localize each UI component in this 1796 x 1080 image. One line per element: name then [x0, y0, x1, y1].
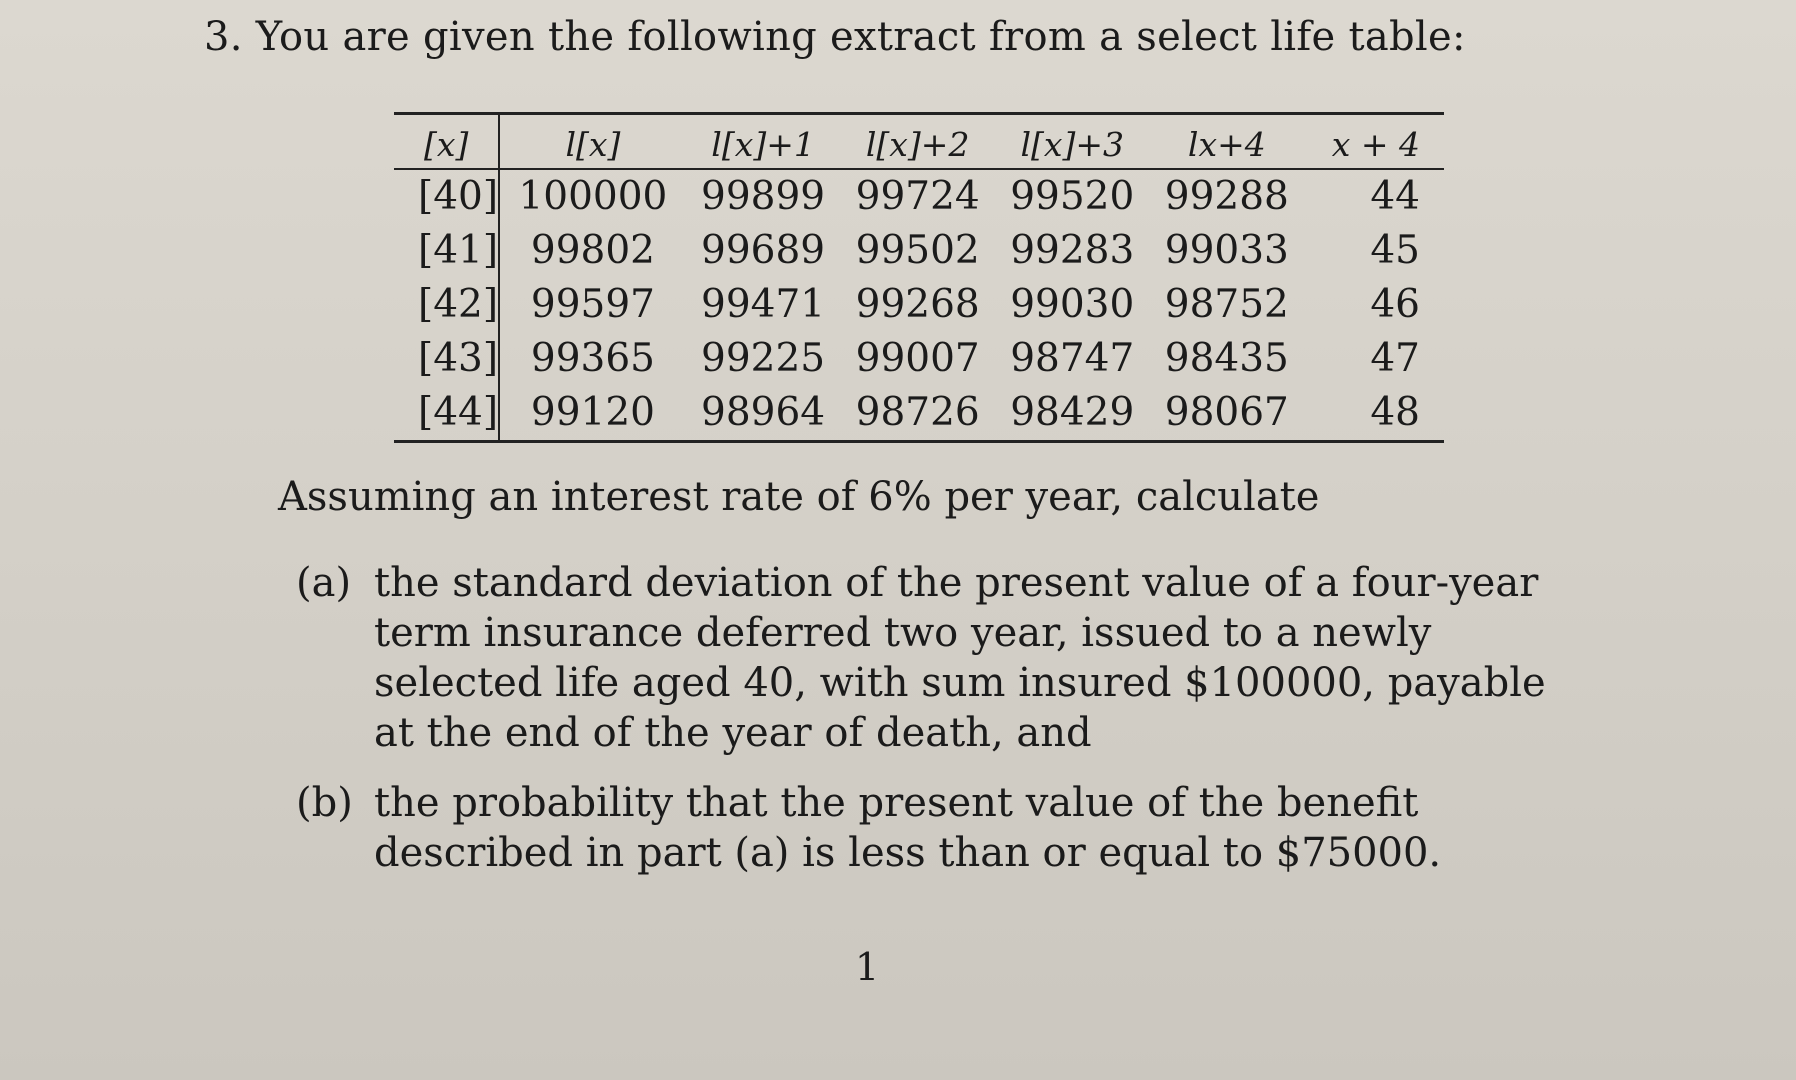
- question-title: 3. You are given the following extract f…: [204, 14, 1466, 60]
- table-cell: 99724: [855, 174, 980, 219]
- table-cell: 47: [1370, 336, 1420, 381]
- table-cell: 99597: [530, 282, 655, 327]
- table-cell: 99502: [855, 228, 980, 273]
- table-cell: 98435: [1164, 336, 1289, 381]
- table-cell: 99030: [1010, 282, 1135, 327]
- table-cell: 99283: [1010, 228, 1135, 273]
- table-cell: 98067: [1164, 390, 1289, 435]
- table-cell: [41]: [394, 224, 501, 278]
- table-cell: 99689: [701, 228, 826, 273]
- table-cell: 99520: [1010, 174, 1135, 219]
- part-text: the standard deviation of the present va…: [374, 560, 1546, 756]
- table-cell: 98964: [701, 390, 826, 435]
- table-cell: 99033: [1164, 228, 1289, 273]
- table-cell: 99365: [530, 336, 655, 381]
- table-cell: 99120: [530, 390, 655, 435]
- header-l-x-plus-2: l[x]+2: [865, 125, 970, 164]
- table-row: [44] 99120 98964 98726 98429 98067 48: [394, 386, 1444, 442]
- table-row: [40] 100000 99899 99724 99520 99288 44: [394, 169, 1444, 224]
- header-age-x-plus-4: x + 4: [1331, 125, 1420, 164]
- question-part-b: (b) the probability that the present val…: [296, 778, 1586, 878]
- table-cell: 98747: [1010, 336, 1135, 381]
- header-select-age: [x]: [394, 113, 501, 169]
- table-row: [43] 99365 99225 99007 98747 98435 47: [394, 332, 1444, 386]
- table-cell: 99802: [530, 228, 655, 273]
- table-cell: 99007: [855, 336, 980, 381]
- table-cell: 100000: [518, 174, 668, 219]
- table-cell: 99471: [701, 282, 826, 327]
- table-cell: 99288: [1164, 174, 1289, 219]
- table-cell: [40]: [394, 169, 501, 224]
- instruction-text: Assuming an interest rate of 6% per year…: [278, 474, 1320, 520]
- table-cell: 45: [1370, 228, 1420, 273]
- table-row: [41] 99802 99689 99502 99283 99033 45: [394, 224, 1444, 278]
- header-l-x: l[x]: [565, 125, 621, 164]
- table-cell: [43]: [394, 332, 501, 386]
- table-header-row: [x] l[x] l[x]+1 l[x]+2 l[x]+3 lx+4 x + 4: [394, 113, 1444, 169]
- question-part-a: (a) the standard deviation of the presen…: [296, 558, 1586, 758]
- table-cell: 99225: [701, 336, 826, 381]
- table-cell: [44]: [394, 386, 501, 442]
- table-cell: 46: [1370, 282, 1420, 327]
- page-number: 1: [855, 945, 880, 989]
- table-cell: 48: [1370, 390, 1420, 435]
- table-cell: [42]: [394, 278, 501, 332]
- table-cell: 44: [1370, 174, 1420, 219]
- part-label: (a): [296, 560, 352, 606]
- table-cell: 99899: [701, 174, 826, 219]
- table-cell: 98429: [1010, 390, 1135, 435]
- part-text: the probability that the present value o…: [374, 780, 1442, 876]
- header-l-x-plus-4: lx+4: [1187, 125, 1266, 164]
- select-life-table: [x] l[x] l[x]+1 l[x]+2 l[x]+3 lx+4 x + 4…: [394, 112, 1444, 443]
- table-cell: 98752: [1164, 282, 1289, 327]
- table-row: [42] 99597 99471 99268 99030 98752 46: [394, 278, 1444, 332]
- table-cell: 98726: [855, 390, 980, 435]
- table-cell: 99268: [855, 282, 980, 327]
- header-l-x-plus-1: l[x]+1: [711, 125, 815, 164]
- part-label: (b): [296, 780, 353, 826]
- header-l-x-plus-3: l[x]+3: [1020, 125, 1125, 164]
